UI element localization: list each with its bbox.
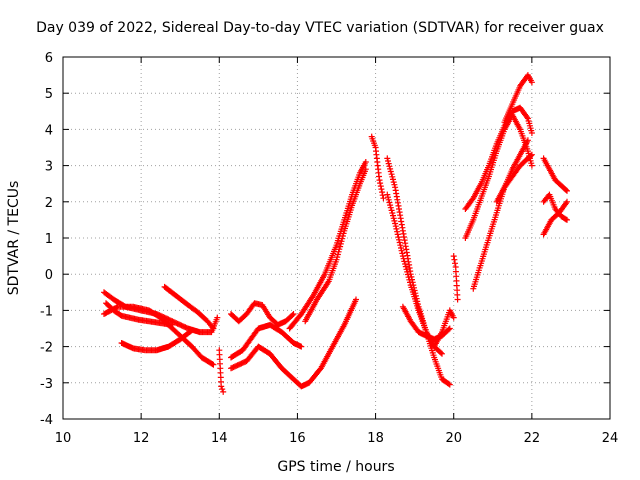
series-track-y bbox=[540, 191, 570, 223]
y-tick-label: -4 bbox=[40, 413, 53, 428]
data-point-markers bbox=[228, 296, 359, 390]
data-point-markers bbox=[228, 300, 297, 328]
data-points bbox=[101, 72, 570, 395]
data-point-markers bbox=[302, 166, 369, 325]
plot-frame bbox=[62, 56, 611, 420]
series-track-d bbox=[161, 283, 217, 332]
data-point-markers bbox=[368, 133, 387, 202]
y-tick-label: -3 bbox=[40, 377, 53, 392]
x-tick-label: 10 bbox=[55, 431, 72, 446]
data-point-markers bbox=[431, 307, 457, 350]
x-axis-label: GPS time / hours bbox=[277, 459, 394, 475]
data-point-markers bbox=[286, 159, 369, 332]
series-track-c bbox=[118, 327, 195, 354]
series-track-p bbox=[431, 307, 457, 350]
series-track-t bbox=[470, 137, 531, 292]
data-point-markers bbox=[118, 327, 195, 354]
data-point-markers bbox=[103, 300, 176, 328]
y-tick-label: 0 bbox=[45, 268, 53, 283]
series-track-f bbox=[216, 347, 227, 395]
series-track-i bbox=[228, 296, 359, 390]
y-tick-label: 2 bbox=[45, 196, 53, 211]
y-tick-label: -2 bbox=[40, 341, 53, 356]
data-point-markers bbox=[228, 321, 305, 361]
data-point-markers bbox=[540, 191, 570, 223]
data-point-markers bbox=[462, 111, 535, 241]
x-tick-label: 12 bbox=[133, 431, 150, 446]
series-track-h bbox=[228, 321, 305, 361]
series-track-s bbox=[462, 111, 535, 241]
y-axis-label: SDTVAR / TECUs bbox=[6, 181, 22, 296]
series-track-u bbox=[493, 151, 535, 205]
series-track-k bbox=[302, 166, 369, 325]
data-point-markers bbox=[450, 253, 461, 303]
x-tick-label: 18 bbox=[367, 431, 384, 446]
grid-lines bbox=[63, 57, 610, 419]
y-tick-label: 4 bbox=[45, 123, 53, 138]
chart-title: Day 039 of 2022, Sidereal Day-to-day VTE… bbox=[36, 20, 604, 36]
y-tick-label: 1 bbox=[45, 232, 53, 247]
x-tick-label: 20 bbox=[445, 431, 462, 446]
x-tick-label: 24 bbox=[602, 431, 619, 446]
series-track-v bbox=[501, 72, 535, 126]
x-tick-label: 22 bbox=[524, 431, 541, 446]
data-point-markers bbox=[493, 151, 535, 205]
data-point-markers bbox=[501, 72, 535, 126]
y-tick-label: 3 bbox=[45, 160, 53, 175]
series-track-g bbox=[228, 300, 297, 328]
data-point-markers bbox=[216, 347, 227, 395]
series-track-e bbox=[103, 300, 176, 328]
series-track-q bbox=[450, 253, 461, 303]
x-tick-label: 14 bbox=[211, 431, 228, 446]
x-tick-label: 16 bbox=[289, 431, 306, 446]
y-tick-label: 5 bbox=[45, 87, 53, 102]
data-point-markers bbox=[540, 155, 570, 194]
series-track-x bbox=[540, 155, 570, 194]
series-track-l bbox=[368, 133, 387, 202]
series-track-j bbox=[286, 159, 369, 332]
data-point-markers bbox=[161, 283, 217, 332]
y-tick-label: -1 bbox=[40, 304, 53, 319]
data-point-markers bbox=[470, 137, 531, 292]
y-tick-label: 6 bbox=[45, 51, 53, 66]
